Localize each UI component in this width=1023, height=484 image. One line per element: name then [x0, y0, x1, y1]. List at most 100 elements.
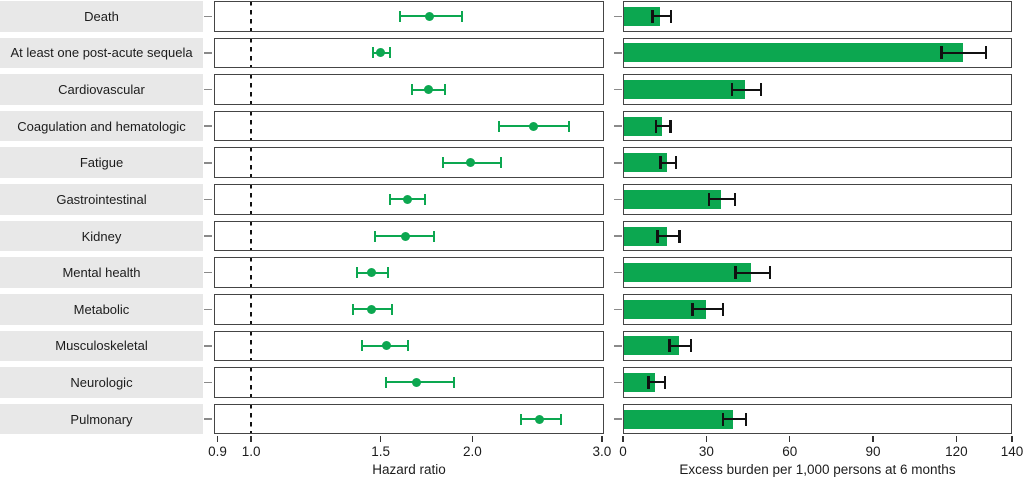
- forest-row: [214, 37, 604, 69]
- burden-ci-cap-low: [691, 302, 694, 316]
- burden-ci-cap-low: [651, 9, 654, 23]
- x-tick-label: 30: [698, 443, 714, 459]
- hazard-point: [367, 268, 377, 278]
- forest-row: [214, 147, 604, 179]
- y-tick: [614, 88, 622, 91]
- burden-ci-cap-low: [707, 192, 711, 206]
- burden-ci-cap-high: [721, 302, 725, 316]
- hazard-point: [400, 231, 410, 241]
- y-tick: [204, 162, 212, 164]
- burden-bar: [624, 226, 667, 246]
- burden-ci-cap-high: [759, 83, 763, 97]
- burden-ci-line: [647, 381, 664, 384]
- burden-ci-line: [730, 88, 760, 91]
- hazard-ci-cap-low: [519, 413, 522, 425]
- hazard-ci-cap-low: [360, 340, 363, 352]
- x-tick: [250, 435, 252, 442]
- burden-ci-cap-high: [768, 266, 772, 280]
- burden-ci-cap-low: [730, 83, 734, 97]
- bar-row: [623, 367, 1012, 398]
- hazard-ci-cap-high: [499, 157, 502, 169]
- hazard-ci-cap-low: [442, 157, 445, 169]
- burden-bar: [624, 263, 752, 283]
- x-tick: [216, 435, 219, 442]
- x-tick: [705, 435, 708, 442]
- burden-bar: [624, 43, 963, 63]
- y-tick: [204, 198, 212, 201]
- y-tick: [614, 308, 622, 310]
- hazard-point: [466, 158, 476, 168]
- hazard-point: [528, 121, 538, 131]
- hazard-ci-cap-high: [559, 413, 562, 425]
- y-tick: [204, 418, 212, 420]
- hazard-point: [376, 48, 386, 58]
- forest-row: [214, 1, 604, 32]
- y-tick: [614, 162, 622, 164]
- burden-bar: [624, 336, 679, 356]
- hazard-point: [367, 304, 377, 314]
- x-tick: [788, 435, 791, 442]
- reference-line: [250, 331, 253, 361]
- burden-ci-cap-low: [656, 229, 659, 243]
- y-tick: [204, 15, 212, 18]
- x-tick-label: 1.5: [371, 443, 390, 459]
- burden-ci-line: [654, 125, 670, 128]
- burden-bar: [624, 299, 707, 319]
- hazard-ci-cap-low: [399, 10, 402, 22]
- y-tick: [614, 345, 622, 347]
- bar-row: [623, 37, 1012, 69]
- y-tick: [204, 235, 212, 237]
- burden-ci-cap-low: [654, 119, 658, 133]
- burden-bar: [624, 409, 734, 429]
- category-label: Fatigue: [0, 147, 203, 179]
- burden-ci-cap-high: [984, 46, 988, 60]
- burden-ci-cap-low: [734, 266, 737, 280]
- x-tick: [872, 435, 874, 442]
- forest-row: [214, 293, 604, 325]
- forest-row: [214, 367, 604, 398]
- y-tick: [614, 235, 622, 237]
- bar-row: [623, 147, 1012, 179]
- bar-row: [623, 74, 1012, 105]
- hazard-ci-cap-low: [351, 303, 354, 315]
- hazard-point: [423, 85, 433, 95]
- y-tick: [204, 52, 212, 54]
- burden-ci-line: [659, 161, 675, 164]
- category-label: Coagulation and hematologic: [0, 110, 203, 142]
- reference-line: [250, 221, 253, 251]
- hazard-point: [382, 341, 392, 351]
- hazard-point: [412, 377, 422, 387]
- bar-row: [623, 1, 1012, 32]
- y-tick: [614, 52, 622, 54]
- x-tick-label: 1.0: [241, 443, 261, 459]
- hazard-ci-cap-high: [444, 84, 447, 96]
- hazard-ci-cap-high: [568, 120, 571, 132]
- y-tick: [614, 125, 622, 127]
- forest-row: [214, 220, 604, 252]
- reference-line: [250, 185, 253, 214]
- bar-row: [623, 184, 1012, 215]
- category-label: Musculoskeletal: [0, 330, 203, 362]
- hazard-ratio-axis-title: Hazard ratio: [372, 462, 446, 477]
- burden-bar: [624, 372, 656, 392]
- hazard-ci-cap-high: [391, 303, 394, 315]
- burden-ci-cap-high: [669, 119, 672, 133]
- y-tick: [204, 308, 212, 310]
- hazard-ci-cap-low: [498, 120, 501, 132]
- x-tick-label: 3.0: [592, 443, 612, 459]
- burden-ci-line: [721, 418, 745, 421]
- bar-row: [623, 257, 1012, 288]
- hazard-ci-cap-high: [389, 47, 392, 59]
- burden-ci-cap-high: [689, 339, 693, 353]
- hazard-point: [402, 194, 412, 204]
- hazard-ci-cap-high: [407, 340, 410, 352]
- burden-bar: [624, 80, 745, 100]
- hazard-ci-cap-high: [424, 193, 427, 205]
- y-tick: [614, 418, 622, 420]
- burden-ci-cap-high: [744, 412, 748, 426]
- forest-row: [214, 257, 604, 288]
- burden-ci-line: [691, 308, 722, 311]
- reference-line: [250, 75, 253, 104]
- y-tick: [614, 271, 622, 274]
